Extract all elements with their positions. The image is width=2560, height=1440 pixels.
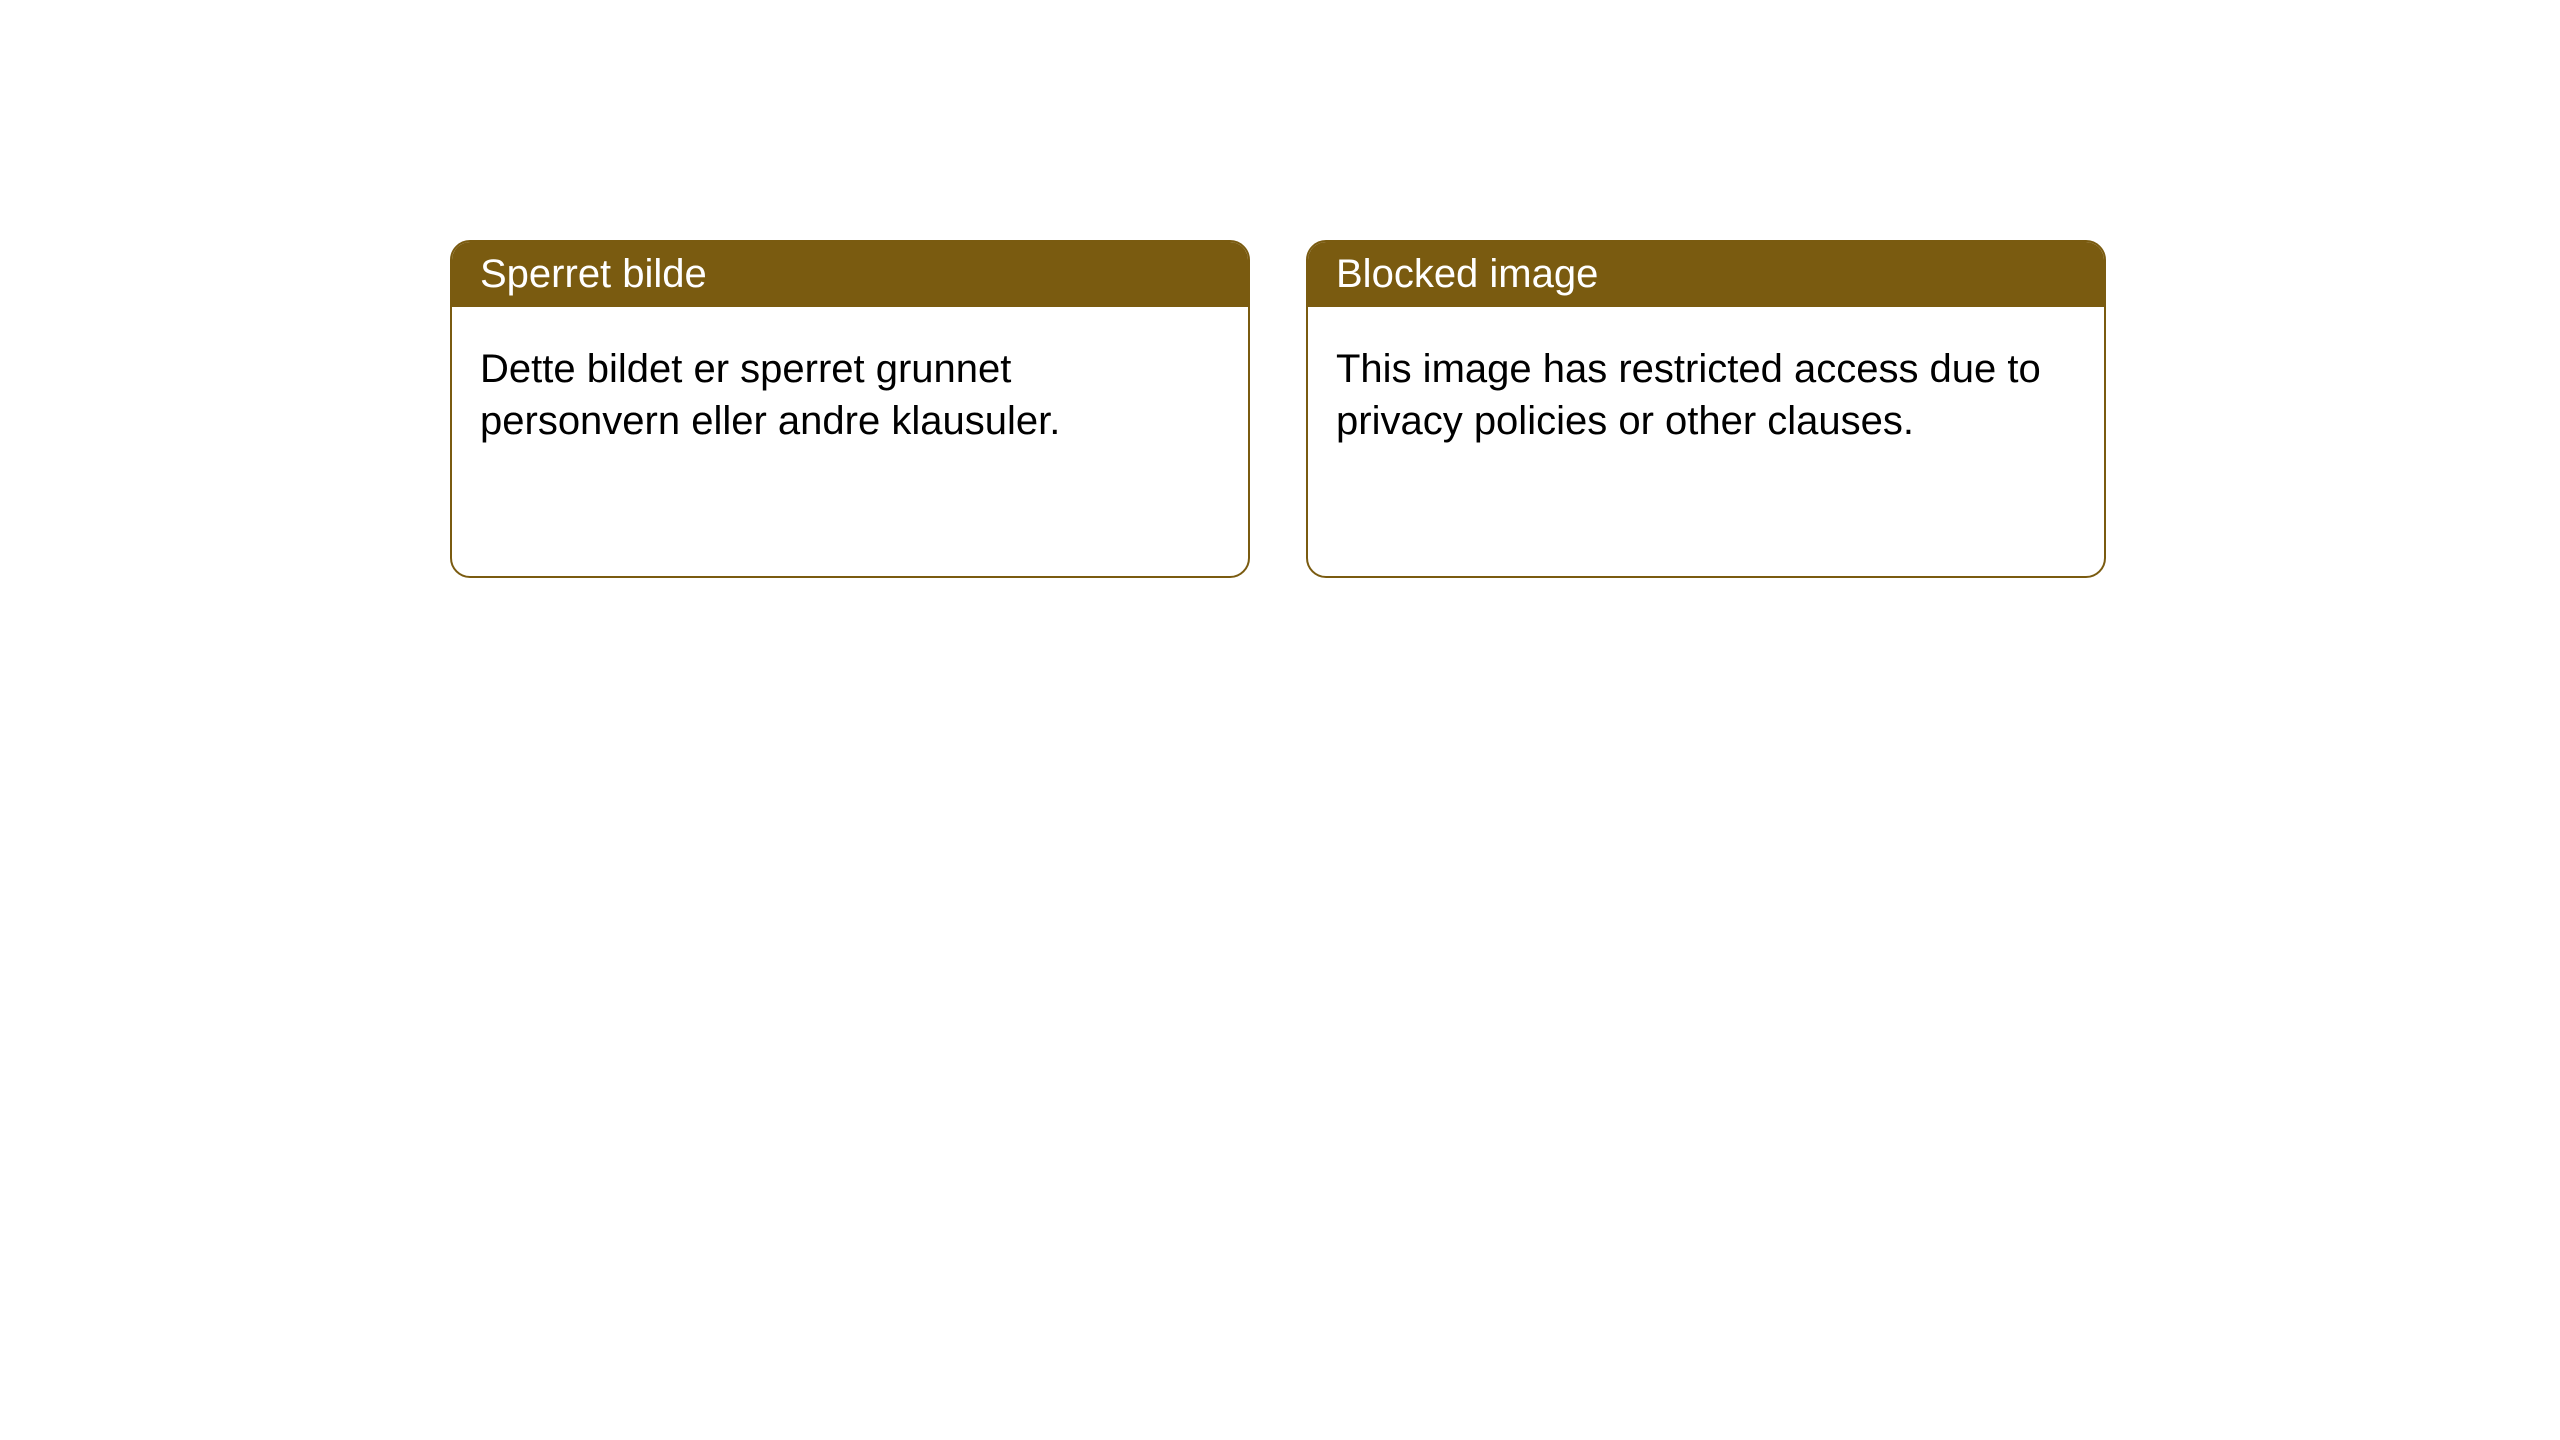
card-header: Blocked image [1308, 242, 2104, 307]
notice-card-english: Blocked image This image has restricted … [1306, 240, 2106, 578]
card-body-text: Dette bildet er sperret grunnet personve… [480, 347, 1060, 443]
card-body: Dette bildet er sperret grunnet personve… [452, 307, 1248, 483]
card-header: Sperret bilde [452, 242, 1248, 307]
notice-card-norwegian: Sperret bilde Dette bildet er sperret gr… [450, 240, 1250, 578]
notice-cards-container: Sperret bilde Dette bildet er sperret gr… [450, 240, 2560, 578]
card-body-text: This image has restricted access due to … [1336, 347, 2041, 443]
card-title: Sperret bilde [480, 252, 707, 296]
card-body: This image has restricted access due to … [1308, 307, 2104, 483]
card-title: Blocked image [1336, 252, 1598, 296]
